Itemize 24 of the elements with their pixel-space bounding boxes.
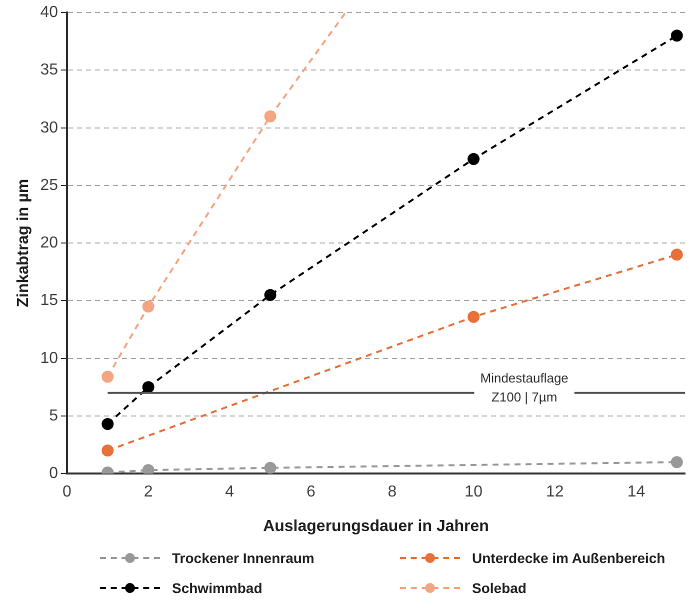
x-tick-label: 12 xyxy=(546,484,564,501)
legend-label: Solebad xyxy=(472,580,526,596)
x-tick-label: 6 xyxy=(306,484,316,501)
y-axis-title: Zinkabtrag in µm xyxy=(15,178,32,308)
y-tick-label: 5 xyxy=(49,407,58,424)
y-tick-label: 15 xyxy=(40,292,58,310)
legend-label: Schwimmbad xyxy=(172,580,262,596)
x-axis-title: Auslagerungsdauer in Jahren xyxy=(263,518,489,535)
ref-line-label: Mindestauflage Z100 | 7µm xyxy=(480,370,568,405)
x-tick-label: 10 xyxy=(464,484,483,501)
x-tick-label: 8 xyxy=(388,484,397,501)
x-tick-label: 2 xyxy=(144,484,153,501)
y-tick-label: 0 xyxy=(49,465,58,482)
y-tick-label: 40 xyxy=(40,4,58,22)
x-tick-label: 0 xyxy=(62,484,72,501)
legend-label: Trockener Innenraum xyxy=(172,550,314,566)
y-tick-label: 25 xyxy=(40,176,58,194)
y-tick-label: 35 xyxy=(40,62,58,79)
x-tick-label: 4 xyxy=(225,484,234,501)
y-tick-label: 20 xyxy=(40,234,58,252)
y-tick-label: 30 xyxy=(40,119,58,136)
y-tick-label: 10 xyxy=(40,350,58,367)
legend-label: Unterdecke im Außenbereich xyxy=(472,550,666,566)
x-tick-label: 14 xyxy=(627,484,646,501)
